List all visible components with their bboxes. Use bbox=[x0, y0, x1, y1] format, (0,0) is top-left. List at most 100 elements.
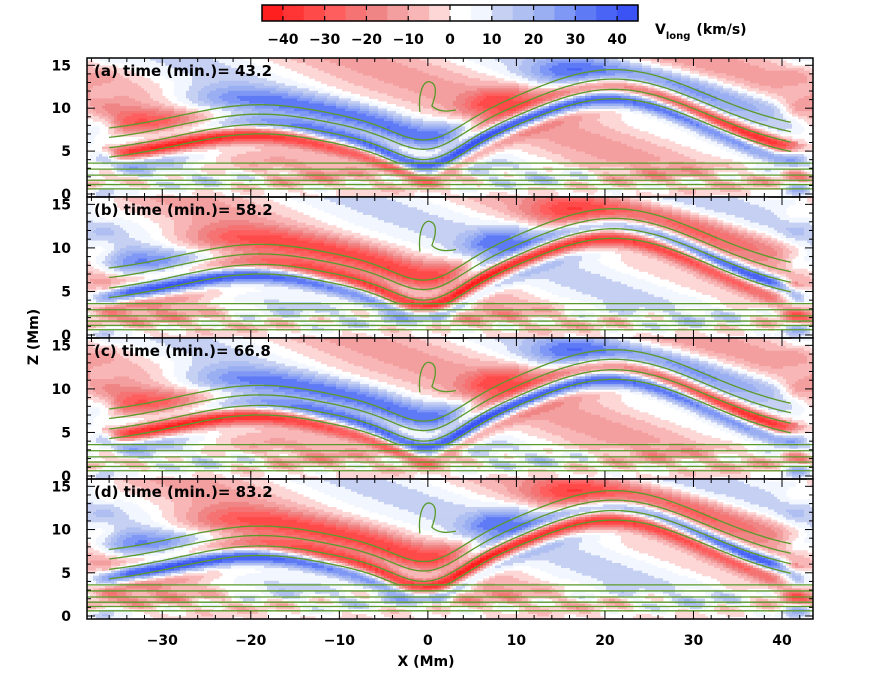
heatmap-cell bbox=[684, 85, 688, 89]
heatmap-cell bbox=[114, 88, 118, 92]
heatmap-cell bbox=[705, 108, 709, 112]
heatmap-cell bbox=[87, 83, 91, 87]
heatmap-cell bbox=[414, 75, 418, 79]
heatmap-cell bbox=[675, 83, 679, 87]
colorbar-swatch bbox=[617, 5, 639, 21]
heatmap-cell bbox=[486, 63, 490, 67]
heatmap-cell bbox=[675, 58, 679, 62]
heatmap-cell bbox=[609, 75, 613, 79]
heatmap-cell bbox=[453, 73, 457, 77]
heatmap-cell bbox=[462, 93, 466, 97]
heatmap-cell bbox=[492, 75, 496, 79]
heatmap-cell bbox=[708, 83, 712, 87]
heatmap-cell bbox=[168, 113, 172, 117]
heatmap-cell bbox=[363, 70, 367, 74]
heatmap-cell bbox=[606, 106, 610, 110]
heatmap-cell bbox=[627, 73, 631, 77]
heatmap-cell bbox=[120, 108, 124, 112]
heatmap-cell bbox=[789, 103, 793, 107]
heatmap-cell bbox=[132, 95, 136, 99]
heatmap-cell bbox=[624, 93, 628, 97]
heatmap-cell bbox=[318, 108, 322, 112]
heatmap-cell bbox=[378, 111, 382, 115]
heatmap-cell bbox=[246, 65, 250, 69]
heatmap-cell bbox=[243, 95, 247, 99]
heatmap-cell bbox=[363, 83, 367, 87]
heatmap-cell bbox=[159, 95, 163, 99]
heatmap-cell bbox=[789, 100, 793, 104]
heatmap-cell bbox=[624, 90, 628, 94]
heatmap-cell bbox=[411, 103, 415, 107]
heatmap-cell bbox=[600, 103, 604, 107]
heatmap-cell bbox=[225, 73, 229, 77]
heatmap-cell bbox=[708, 75, 712, 79]
heatmap-cell bbox=[414, 90, 418, 94]
heatmap-cell bbox=[213, 103, 217, 107]
heatmap-cell bbox=[447, 106, 451, 110]
heatmap-cell bbox=[444, 60, 448, 64]
heatmap-cell bbox=[393, 93, 397, 97]
heatmap-cell bbox=[147, 88, 151, 92]
heatmap-cell bbox=[249, 78, 253, 82]
heatmap-cell bbox=[753, 98, 757, 102]
heatmap-cell bbox=[810, 88, 813, 92]
heatmap-cell bbox=[447, 73, 451, 77]
heatmap-cell bbox=[597, 60, 601, 64]
heatmap-cell bbox=[510, 83, 514, 87]
heatmap-cell bbox=[672, 100, 676, 104]
heatmap-cell bbox=[543, 108, 547, 112]
heatmap-cell bbox=[804, 78, 808, 82]
heatmap-cell bbox=[387, 83, 391, 87]
heatmap-cell bbox=[174, 83, 178, 87]
heatmap-cell bbox=[579, 88, 583, 92]
heatmap-cell bbox=[543, 98, 547, 102]
heatmap-cell bbox=[420, 63, 424, 67]
heatmap-cell bbox=[315, 88, 319, 92]
heatmap-cell bbox=[87, 111, 91, 115]
heatmap-cell bbox=[183, 98, 187, 102]
heatmap-cell bbox=[492, 58, 496, 62]
heatmap-cell bbox=[720, 90, 724, 94]
heatmap-cell bbox=[285, 98, 289, 102]
heatmap-cell bbox=[744, 75, 748, 79]
heatmap-cell bbox=[675, 75, 679, 79]
heatmap-cell bbox=[243, 111, 247, 115]
heatmap-cell bbox=[432, 58, 436, 62]
heatmap-cell bbox=[189, 100, 193, 104]
heatmap-cell bbox=[549, 78, 553, 82]
heatmap-cell bbox=[387, 78, 391, 82]
heatmap-cell bbox=[255, 100, 259, 104]
heatmap-cell bbox=[546, 60, 550, 64]
heatmap-cell bbox=[111, 103, 115, 107]
heatmap-cell bbox=[498, 58, 502, 62]
heatmap-cell bbox=[684, 98, 688, 102]
heatmap-cell bbox=[783, 83, 787, 87]
heatmap-cell bbox=[525, 95, 529, 99]
heatmap-cell bbox=[543, 78, 547, 82]
heatmap-cell bbox=[810, 78, 813, 82]
heatmap-cell bbox=[570, 85, 574, 89]
heatmap-cell bbox=[258, 73, 262, 77]
heatmap-cell bbox=[114, 68, 118, 72]
heatmap-cell bbox=[690, 75, 694, 79]
heatmap-cell bbox=[654, 80, 658, 84]
heatmap-cell bbox=[672, 80, 676, 84]
heatmap-cell bbox=[174, 75, 178, 79]
heatmap-cell bbox=[570, 98, 574, 102]
heatmap-cell bbox=[345, 98, 349, 102]
heatmap-cell bbox=[222, 68, 226, 72]
heatmap-cell bbox=[249, 108, 253, 112]
heatmap-cell bbox=[114, 93, 118, 97]
heatmap-cell bbox=[561, 65, 565, 69]
heatmap-cell bbox=[108, 60, 112, 64]
heatmap-cell bbox=[285, 100, 289, 104]
heatmap-cell bbox=[654, 106, 658, 110]
heatmap-cell bbox=[381, 65, 385, 69]
heatmap-cell bbox=[114, 108, 118, 112]
heatmap-cell bbox=[96, 80, 100, 84]
heatmap-cell bbox=[243, 90, 247, 94]
heatmap-cell bbox=[399, 63, 403, 67]
heatmap-cell bbox=[534, 100, 538, 104]
heatmap-cell bbox=[198, 58, 202, 62]
